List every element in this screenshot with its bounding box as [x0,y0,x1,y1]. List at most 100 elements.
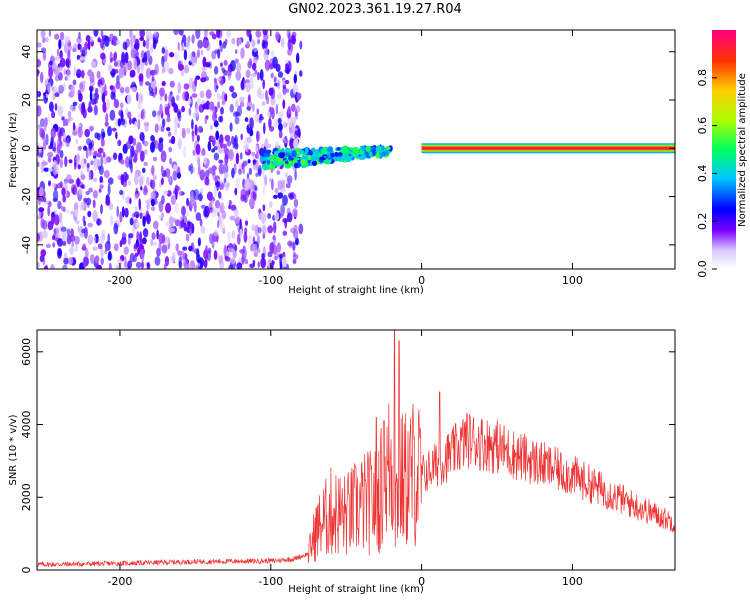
noise-blob [45,93,49,99]
noise-blob [254,224,259,236]
noise-blob [277,117,282,125]
noise-blob [92,246,98,251]
noise-blob [267,225,274,234]
noise-blob [59,57,66,68]
noise-blob [70,228,74,237]
noise-blob [128,233,134,239]
noise-blob [161,244,168,254]
noise-blob [65,209,71,214]
noise-blob [183,222,187,232]
noise-blob [287,240,293,247]
noise-blob [180,205,187,217]
noise-blob [272,56,278,69]
noise-blob [277,180,283,191]
tone-blob [361,153,366,160]
noise-blob [298,223,304,235]
noise-blob [196,134,200,142]
noise-blob [48,167,53,172]
noise-blob [139,174,145,185]
snr-y-tick-label: 2000 [20,483,33,511]
tone-blob [299,150,305,154]
noise-blob [153,220,159,230]
noise-blob [180,69,185,77]
noise-blob [262,247,266,254]
noise-blob [273,221,277,234]
noise-blob [133,43,139,50]
noise-blob [194,124,198,136]
noise-blob [169,157,172,165]
noise-blob [199,169,206,181]
noise-blob [90,160,94,166]
noise-blob [218,191,222,199]
noise-blob [113,68,119,74]
noise-blob [177,122,181,129]
noise-blob [90,98,97,105]
noise-blob [219,39,222,47]
noise-blob [59,158,63,169]
noise-blob [223,144,228,154]
noise-blob [150,238,154,247]
noise-blob [224,153,229,166]
noise-blob [62,131,66,142]
noise-blob [174,219,181,227]
noise-blob [154,123,159,133]
noise-blob [215,130,220,141]
noise-blob [271,178,274,191]
noise-blob [196,98,202,106]
noise-blob [239,249,245,254]
noise-blob [216,101,221,109]
noise-blob [288,193,294,201]
noise-blob [66,174,72,182]
noise-blob [88,142,93,150]
noise-blob [208,167,213,174]
noise-blob [247,94,251,103]
noise-blob [122,41,127,50]
figure-title: GN02.2023.361.19.27.R04 [288,2,462,17]
noise-blob [100,155,103,167]
noise-blob [176,172,182,179]
noise-blob [182,246,188,251]
noise-blob [231,135,235,145]
noise-blob [232,243,237,250]
noise-blob [128,117,132,125]
noise-blob [77,145,82,151]
tone-blob [361,145,366,151]
tone-blob [266,159,270,165]
noise-blob [234,187,238,196]
noise-blob [271,259,274,269]
noise-blob [130,48,136,59]
noise-blob [124,256,127,268]
noise-blob [100,204,103,215]
noise-blob [203,208,208,218]
noise-blob [62,206,66,213]
tone-blob [340,149,347,154]
noise-blob [115,117,119,127]
noise-blob [82,243,87,251]
noise-blob [50,140,54,149]
noise-blob [229,85,235,93]
noise-blob [134,173,139,186]
tone-blob [341,154,346,161]
noise-blob [276,242,281,253]
noise-blob [231,91,238,99]
noise-blob [159,95,163,101]
tone-blob [272,165,276,170]
noise-blob [290,132,295,138]
noise-blob [97,147,104,154]
noise-blob [170,194,176,206]
noise-blob [282,218,289,223]
noise-blob [140,109,144,120]
noise-blob [134,121,137,128]
noise-blob [244,117,249,123]
noise-blob [211,112,218,122]
noise-blob [174,116,178,127]
spectrogram-x-tick-label: -200 [107,274,132,287]
noise-blob [160,177,164,186]
noise-blob [134,149,139,157]
noise-blob [261,224,267,235]
noise-blob [183,49,188,61]
noise-blob [104,249,107,255]
noise-blob [262,41,269,49]
noise-blob [75,138,79,145]
